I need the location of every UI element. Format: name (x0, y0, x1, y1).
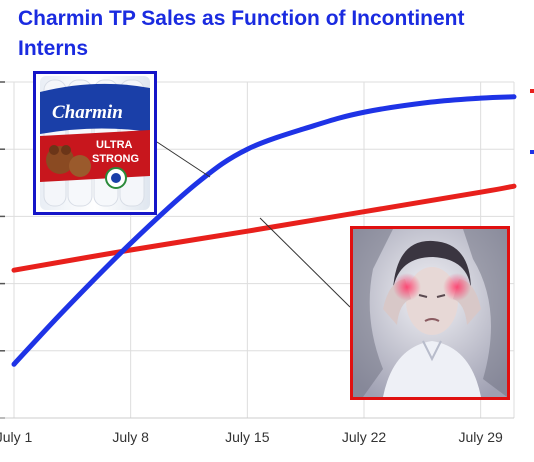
image-connectors (156, 141, 351, 308)
x-tick-label: July 15 (225, 429, 270, 445)
series-lines (11, 94, 517, 367)
series-line-blue (11, 94, 517, 367)
x-tick-label: July 8 (112, 429, 149, 445)
chart-title: Charmin TP Sales as Function of Incontin… (18, 7, 465, 60)
x-axis-ticks: July 1 July 8 July 15 July 22 July 29 (0, 429, 503, 445)
toilet-paper-package-image: Charmin ULTRA STRONG (33, 71, 157, 215)
tp-connector-line (156, 141, 211, 178)
legend (530, 89, 534, 154)
package-tag-strong: STRONG (92, 153, 139, 165)
x-tick-label: July 29 (458, 429, 503, 445)
x-tick-label: July 1 (0, 429, 32, 445)
x-tick-label: July 22 (342, 429, 387, 445)
package-logo-text: Charmin (52, 102, 123, 123)
package-tag-ultra: ULTRA (96, 139, 133, 151)
headache-connector-line (259, 217, 351, 308)
headache-woman-image (350, 226, 510, 400)
series-line-red (11, 183, 517, 273)
toilet-paper-package-icon: Charmin ULTRA STRONG (40, 76, 150, 210)
headache-woman-icon (353, 229, 507, 397)
